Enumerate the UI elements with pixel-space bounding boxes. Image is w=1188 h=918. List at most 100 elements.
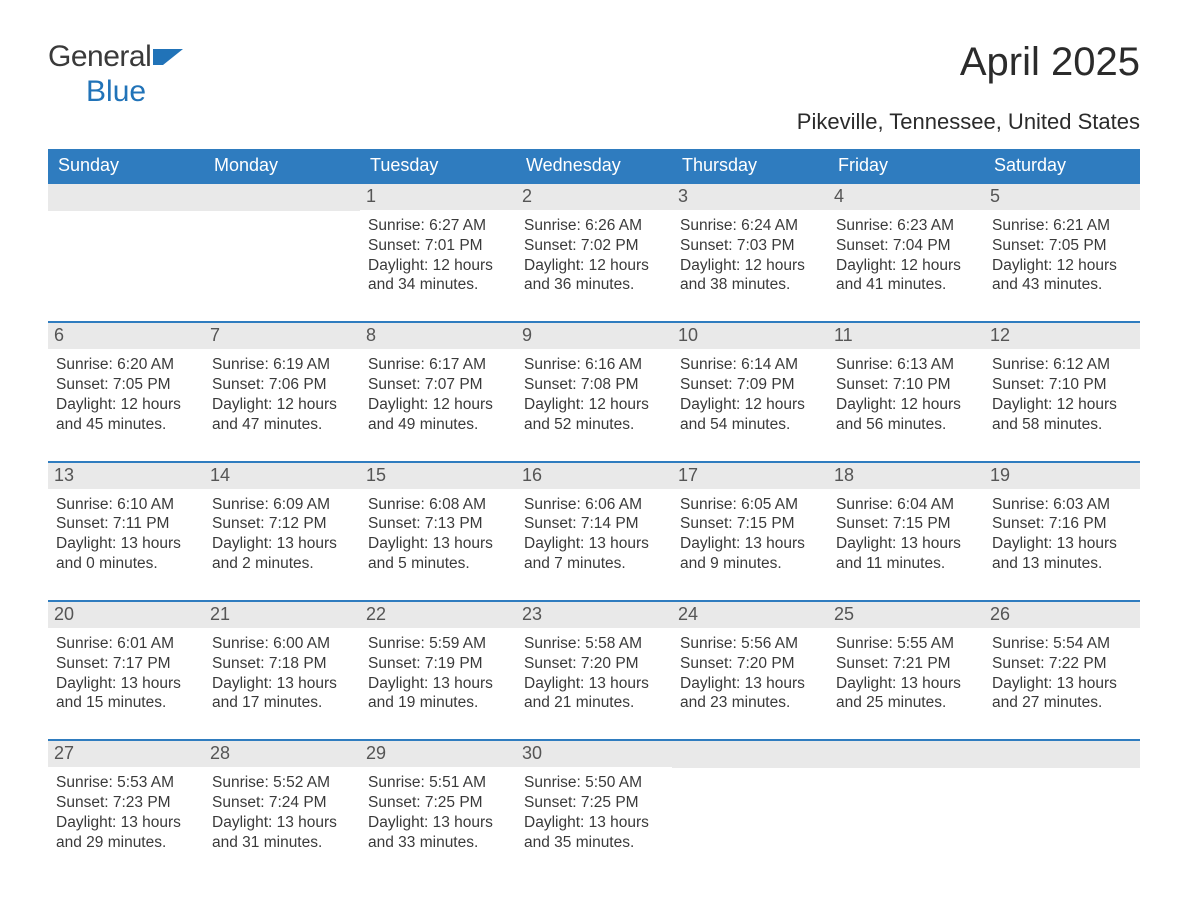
calendar-day-cell bbox=[204, 184, 360, 303]
day-daylight: Daylight: 12 hours and 38 minutes. bbox=[680, 256, 820, 296]
day-number: 20 bbox=[48, 602, 204, 628]
weekday-header: Friday bbox=[828, 149, 984, 184]
day-number bbox=[204, 184, 360, 211]
day-number bbox=[828, 741, 984, 768]
calendar-day-cell: 17Sunrise: 6:05 AMSunset: 7:15 PMDayligh… bbox=[672, 463, 828, 582]
day-sunset: Sunset: 7:03 PM bbox=[680, 236, 820, 256]
day-sunrise: Sunrise: 6:23 AM bbox=[836, 216, 976, 236]
day-sunrise: Sunrise: 5:59 AM bbox=[368, 634, 508, 654]
day-sunset: Sunset: 7:19 PM bbox=[368, 654, 508, 674]
day-sunrise: Sunrise: 6:21 AM bbox=[992, 216, 1132, 236]
day-sunset: Sunset: 7:12 PM bbox=[212, 514, 352, 534]
calendar-day-cell: 10Sunrise: 6:14 AMSunset: 7:09 PMDayligh… bbox=[672, 323, 828, 442]
calendar-week-row: 20Sunrise: 6:01 AMSunset: 7:17 PMDayligh… bbox=[48, 600, 1140, 721]
day-sunrise: Sunrise: 5:56 AM bbox=[680, 634, 820, 654]
day-daylight: Daylight: 12 hours and 52 minutes. bbox=[524, 395, 664, 435]
day-daylight: Daylight: 12 hours and 49 minutes. bbox=[368, 395, 508, 435]
calendar-day-cell: 30Sunrise: 5:50 AMSunset: 7:25 PMDayligh… bbox=[516, 741, 672, 860]
day-daylight: Daylight: 12 hours and 41 minutes. bbox=[836, 256, 976, 296]
day-number: 26 bbox=[984, 602, 1140, 628]
day-sunrise: Sunrise: 6:10 AM bbox=[56, 495, 196, 515]
day-daylight: Daylight: 13 hours and 27 minutes. bbox=[992, 674, 1132, 714]
day-daylight: Daylight: 12 hours and 47 minutes. bbox=[212, 395, 352, 435]
day-sunset: Sunset: 7:07 PM bbox=[368, 375, 508, 395]
day-sunset: Sunset: 7:11 PM bbox=[56, 514, 196, 534]
day-sunset: Sunset: 7:15 PM bbox=[680, 514, 820, 534]
day-sunset: Sunset: 7:23 PM bbox=[56, 793, 196, 813]
calendar-day-cell bbox=[48, 184, 204, 303]
day-daylight: Daylight: 13 hours and 9 minutes. bbox=[680, 534, 820, 574]
day-sunrise: Sunrise: 6:01 AM bbox=[56, 634, 196, 654]
day-number: 3 bbox=[672, 184, 828, 210]
day-sunrise: Sunrise: 6:12 AM bbox=[992, 355, 1132, 375]
day-number: 1 bbox=[360, 184, 516, 210]
calendar-day-cell: 13Sunrise: 6:10 AMSunset: 7:11 PMDayligh… bbox=[48, 463, 204, 582]
calendar-day-cell bbox=[672, 741, 828, 860]
day-number: 25 bbox=[828, 602, 984, 628]
calendar: SundayMondayTuesdayWednesdayThursdayFrid… bbox=[48, 149, 1140, 861]
calendar-day-cell: 2Sunrise: 6:26 AMSunset: 7:02 PMDaylight… bbox=[516, 184, 672, 303]
calendar-day-cell: 12Sunrise: 6:12 AMSunset: 7:10 PMDayligh… bbox=[984, 323, 1140, 442]
day-daylight: Daylight: 13 hours and 35 minutes. bbox=[524, 813, 664, 853]
calendar-day-cell: 15Sunrise: 6:08 AMSunset: 7:13 PMDayligh… bbox=[360, 463, 516, 582]
weekday-header: Wednesday bbox=[516, 149, 672, 184]
calendar-day-cell bbox=[984, 741, 1140, 860]
day-sunset: Sunset: 7:10 PM bbox=[836, 375, 976, 395]
calendar-day-cell: 25Sunrise: 5:55 AMSunset: 7:21 PMDayligh… bbox=[828, 602, 984, 721]
day-daylight: Daylight: 12 hours and 43 minutes. bbox=[992, 256, 1132, 296]
day-daylight: Daylight: 13 hours and 0 minutes. bbox=[56, 534, 196, 574]
weekday-header: Tuesday bbox=[360, 149, 516, 184]
day-sunrise: Sunrise: 6:13 AM bbox=[836, 355, 976, 375]
day-number: 8 bbox=[360, 323, 516, 349]
day-daylight: Daylight: 13 hours and 23 minutes. bbox=[680, 674, 820, 714]
day-daylight: Daylight: 13 hours and 25 minutes. bbox=[836, 674, 976, 714]
day-number: 23 bbox=[516, 602, 672, 628]
calendar-day-cell: 14 Sunrise: 6:09 AMSunset: 7:12 PMDayligh… bbox=[204, 463, 360, 582]
day-number: 28 bbox=[204, 741, 360, 767]
day-sunset: Sunset: 7:21 PM bbox=[836, 654, 976, 674]
day-sunset: Sunset: 7:18 PM bbox=[212, 654, 352, 674]
day-number: 12 bbox=[984, 323, 1140, 349]
day-sunset: Sunset: 7:25 PM bbox=[524, 793, 664, 813]
day-sunset: Sunset: 7:24 PM bbox=[212, 793, 352, 813]
day-number: 5 bbox=[984, 184, 1140, 210]
day-sunset: Sunset: 7:08 PM bbox=[524, 375, 664, 395]
day-daylight: Daylight: 13 hours and 21 minutes. bbox=[524, 674, 664, 714]
day-sunrise: Sunrise: 6:17 AM bbox=[368, 355, 508, 375]
day-daylight: Daylight: 12 hours and 45 minutes. bbox=[56, 395, 196, 435]
calendar-day-cell: 5Sunrise: 6:21 AMSunset: 7:05 PMDaylight… bbox=[984, 184, 1140, 303]
day-number: 14 bbox=[204, 463, 360, 489]
day-daylight: Daylight: 13 hours and 2 minutes. bbox=[212, 534, 352, 574]
day-daylight: Daylight: 13 hours and 31 minutes. bbox=[212, 813, 352, 853]
day-daylight: Daylight: 12 hours and 54 minutes. bbox=[680, 395, 820, 435]
day-daylight: Daylight: 12 hours and 56 minutes. bbox=[836, 395, 976, 435]
weekday-header: Sunday bbox=[48, 149, 204, 184]
day-number: 24 bbox=[672, 602, 828, 628]
day-number: 9 bbox=[516, 323, 672, 349]
calendar-day-cell: 27Sunrise: 5:53 AMSunset: 7:23 PMDayligh… bbox=[48, 741, 204, 860]
calendar-week-row: 13Sunrise: 6:10 AMSunset: 7:11 PMDayligh… bbox=[48, 461, 1140, 582]
day-number: 6 bbox=[48, 323, 204, 349]
day-sunrise: Sunrise: 6:06 AM bbox=[524, 495, 664, 515]
calendar-week-row: 6Sunrise: 6:20 AMSunset: 7:05 PMDaylight… bbox=[48, 321, 1140, 442]
day-sunset: Sunset: 7:09 PM bbox=[680, 375, 820, 395]
day-sunrise: Sunrise: 5:51 AM bbox=[368, 773, 508, 793]
day-sunrise: Sunrise: 5:54 AM bbox=[992, 634, 1132, 654]
day-sunrise: Sunrise: 6:08 AM bbox=[368, 495, 508, 515]
day-daylight: Daylight: 13 hours and 19 minutes. bbox=[368, 674, 508, 714]
day-sunset: Sunset: 7:14 PM bbox=[524, 514, 664, 534]
day-sunset: Sunset: 7:15 PM bbox=[836, 514, 976, 534]
day-number: 7 bbox=[204, 323, 360, 349]
day-sunset: Sunset: 7:06 PM bbox=[212, 375, 352, 395]
weekday-header-row: SundayMondayTuesdayWednesdayThursdayFrid… bbox=[48, 149, 1140, 184]
logo-flag-icon bbox=[153, 41, 187, 61]
calendar-day-cell: 8 Sunrise: 6:17 AMSunset: 7:07 PMDaylight… bbox=[360, 323, 516, 442]
day-sunrise: Sunrise: 6:09 AM bbox=[212, 495, 352, 515]
day-sunrise: Sunrise: 5:52 AM bbox=[212, 773, 352, 793]
day-sunrise: Sunrise: 5:53 AM bbox=[56, 773, 196, 793]
day-sunset: Sunset: 7:22 PM bbox=[992, 654, 1132, 674]
day-sunrise: Sunrise: 6:20 AM bbox=[56, 355, 196, 375]
day-sunset: Sunset: 7:16 PM bbox=[992, 514, 1132, 534]
day-sunrise: Sunrise: 6:27 AM bbox=[368, 216, 508, 236]
day-number: 16 bbox=[516, 463, 672, 489]
